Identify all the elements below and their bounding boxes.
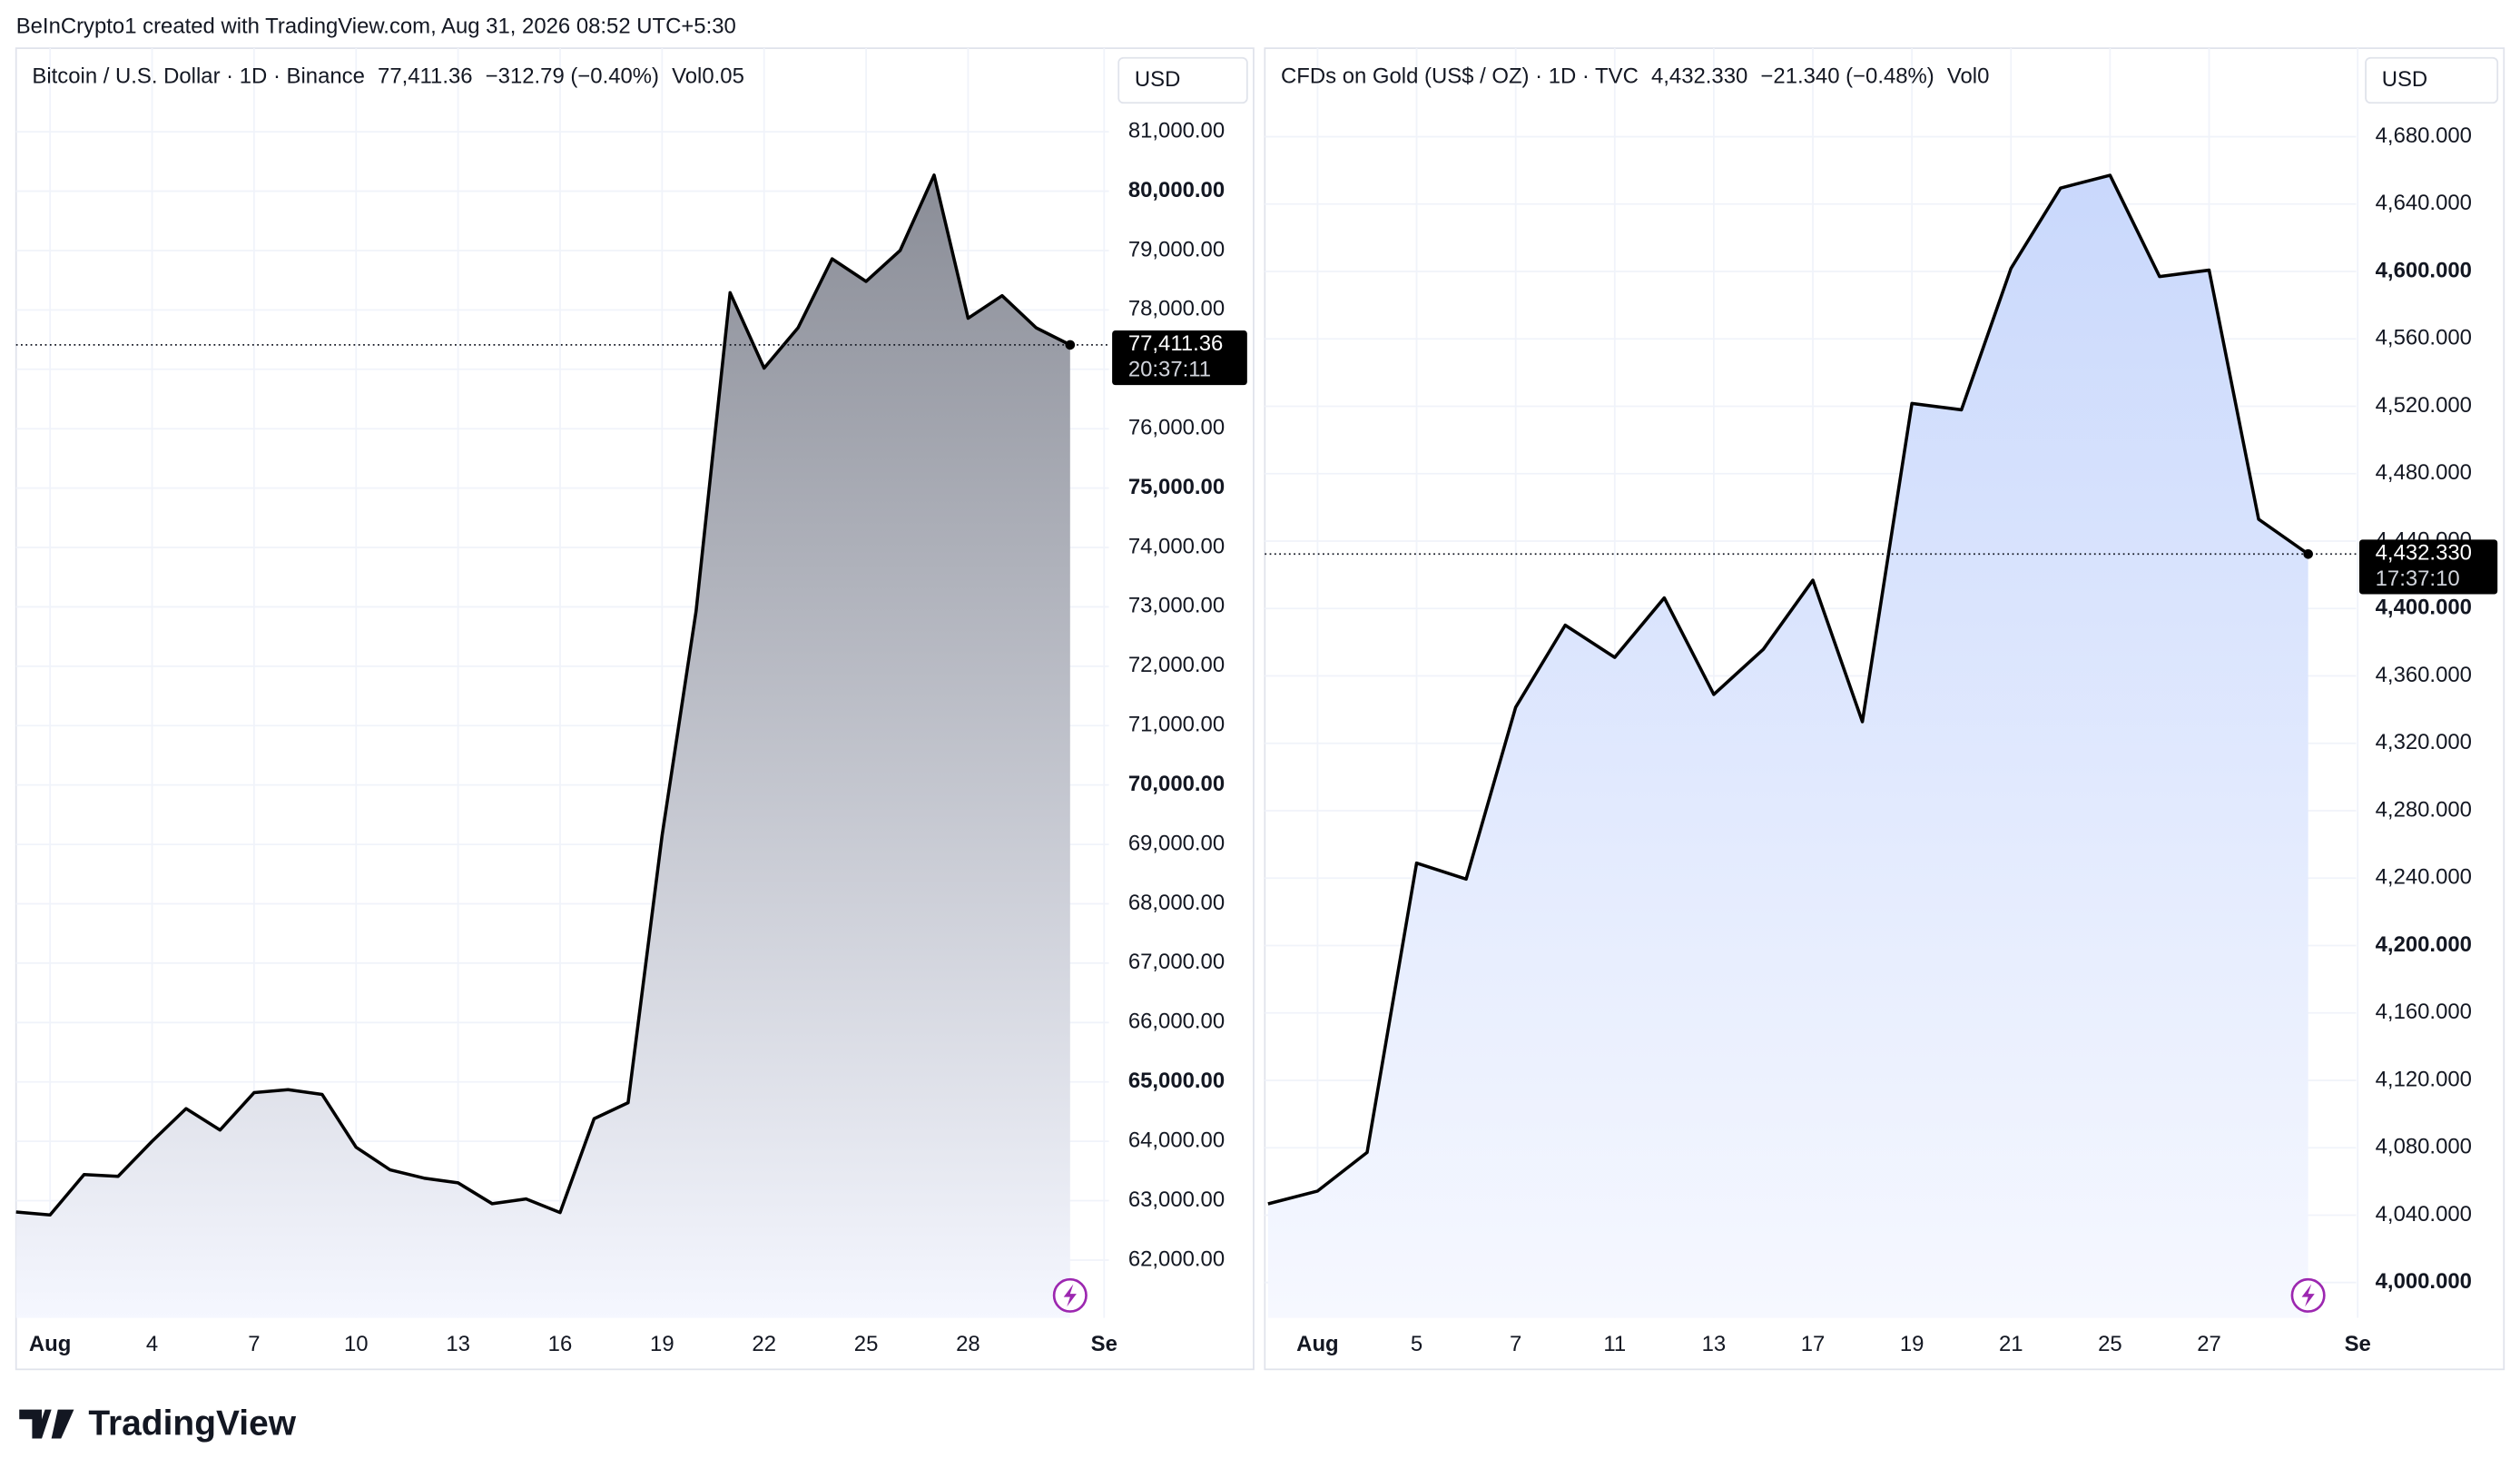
logo-icon: [19, 1409, 74, 1439]
x-tick-label: 27: [2197, 1332, 2221, 1356]
y-tick-label: 64,000.00: [1128, 1128, 1225, 1152]
chart: 4,000.000 4,040.000 4,080.000 4,120.000 4,16…: [1265, 48, 2499, 1356]
y-tick-label: 62,000.00: [1128, 1246, 1225, 1271]
x-tick-label: Se: [1091, 1332, 1117, 1356]
x-tick-label: 25: [2098, 1332, 2122, 1356]
y-tick-label: 4,680.000: [2376, 123, 2472, 148]
lightning-icon: [1052, 1277, 1088, 1313]
y-tick-label: 4,160.000: [2376, 1000, 2472, 1024]
x-tick-label: 16: [548, 1332, 573, 1356]
y-tick-label: 66,000.00: [1128, 1010, 1225, 1034]
y-tick-label: 73,000.00: [1128, 594, 1225, 618]
currency-box: [2365, 56, 2499, 104]
y-tick-label: 68,000.00: [1128, 891, 1225, 915]
header: BeInCrypto1 created with TradingView.com…: [16, 14, 736, 38]
y-tick-label: 4,320.000: [2376, 730, 2472, 754]
x-tick-label: 7: [1510, 1332, 1521, 1356]
y-tick-label: 79,000.00: [1128, 237, 1225, 261]
legend-volume: Vol0: [1947, 64, 1990, 88]
legend-title: Bitcoin / U.S. Dollar · 1D · Binance: [32, 64, 364, 88]
price-label: 4,432.330: [2376, 541, 2472, 566]
icon-bolt: [2301, 1284, 2315, 1307]
y-tick-label: 74,000.00: [1128, 534, 1225, 558]
y-tick-label: 70,000.00: [1128, 772, 1225, 796]
y-tick-label: 75,000.00: [1128, 475, 1225, 499]
y-tick-label: 65,000.00: [1128, 1069, 1225, 1093]
x-tick-label: 5: [1411, 1332, 1422, 1356]
lightning-icon: [2290, 1277, 2326, 1313]
area: [1267, 175, 2308, 1318]
x-tick-label: 13: [446, 1332, 470, 1356]
x-tick-label: 22: [752, 1332, 776, 1356]
y-tick-label: 4,400.000: [2376, 596, 2472, 620]
y-tick-label: 72,000.00: [1128, 653, 1225, 677]
line: [15, 173, 1071, 1217]
y-tick-label: 4,240.000: [2376, 865, 2472, 890]
line: [1267, 173, 2309, 1206]
x-tick-label: 25: [854, 1332, 879, 1356]
countdown: 20:37:11: [1128, 358, 1211, 382]
y-tick-label: 4,640.000: [2376, 191, 2472, 215]
countdown: 17:37:10: [2376, 567, 2460, 591]
x-tick-label: 11: [1603, 1332, 1626, 1356]
y-tick-label: 4,360.000: [2376, 663, 2472, 687]
x-tick-label: 19: [650, 1332, 674, 1356]
y-tick-label: 4,600.000: [2376, 258, 2472, 282]
x-tick-label: Aug: [1296, 1332, 1338, 1356]
y-tick-label: 81,000.00: [1128, 118, 1225, 143]
x-tick-label: 21: [1999, 1332, 2023, 1356]
legend-price: 77,411.36: [378, 64, 473, 88]
price-box: [2358, 539, 2498, 595]
y-tick-label: 4,280.000: [2376, 797, 2472, 822]
y-tick-label: 4,040.000: [2376, 1202, 2472, 1227]
y-tick-label: 76,000.00: [1128, 416, 1225, 440]
icon-bolt: [1063, 1284, 1077, 1307]
currency: USD: [2382, 67, 2427, 92]
legend-volume: Vol0.05: [672, 64, 744, 88]
x-tick-label: 13: [1702, 1332, 1727, 1356]
price-box: [1112, 330, 1247, 386]
y-tick-label: 71,000.00: [1128, 713, 1225, 737]
x-tick-label: 28: [956, 1332, 980, 1356]
legend-change: −21.340 (−0.48%): [1760, 64, 1934, 88]
x-tick-label: Se: [2345, 1332, 2371, 1356]
last-point: [1065, 340, 1076, 350]
y-tick-label: 80,000.00: [1128, 178, 1225, 202]
x-tick-label: 10: [344, 1332, 369, 1356]
x-tick-label: Aug: [29, 1332, 71, 1356]
y-tick-label: 78,000.00: [1128, 297, 1225, 321]
y-tick-label: 63,000.00: [1128, 1187, 1225, 1212]
y-tick-label: 4,560.000: [2376, 326, 2472, 350]
price-label: 77,411.36: [1128, 331, 1224, 356]
y-tick-label: 4,480.000: [2376, 460, 2472, 485]
area: [15, 174, 1070, 1318]
y-tick-label: 4,080.000: [2376, 1135, 2472, 1159]
legend-change: −312.79 (−0.40%): [486, 64, 659, 88]
x-tick-label: 7: [248, 1332, 260, 1356]
y-tick-label: 4,000.000: [2376, 1269, 2472, 1294]
y-tick-label: 4,520.000: [2376, 393, 2472, 418]
x-tick-label: 4: [146, 1332, 158, 1356]
legend-price: 4,432.330: [1651, 64, 1747, 88]
legend-title: CFDs on Gold (US$ / OZ) · 1D · TVC: [1281, 64, 1639, 88]
y-tick-label: 67,000.00: [1128, 950, 1225, 974]
currency: USD: [1135, 67, 1180, 92]
x-tick-label: 19: [1900, 1332, 1924, 1356]
y-tick-label: 69,000.00: [1128, 831, 1225, 855]
chart: 62,000.00 63,000.00 64,000.00 65,000.00 66,0…: [15, 48, 1248, 1356]
last-point: [2303, 548, 2313, 559]
x-tick-label: 17: [1801, 1332, 1826, 1356]
y-tick-label: 4,200.000: [2376, 932, 2472, 957]
logo: TradingView: [19, 1404, 297, 1444]
currency-box: [1117, 56, 1248, 104]
logo-text: TradingView: [88, 1404, 296, 1444]
y-tick-label: 4,120.000: [2376, 1067, 2472, 1091]
